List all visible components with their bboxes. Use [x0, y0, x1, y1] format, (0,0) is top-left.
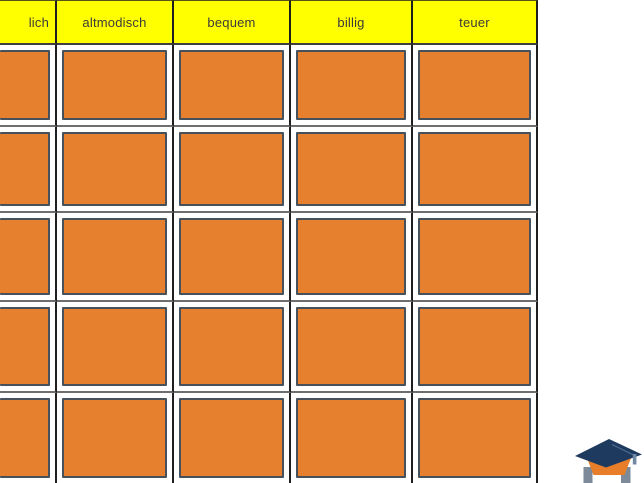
word-card[interactable]: [296, 398, 406, 478]
grid-cell: [0, 127, 57, 213]
word-card[interactable]: [418, 218, 531, 295]
word-card[interactable]: [0, 307, 50, 386]
word-card[interactable]: [418, 398, 531, 478]
word-card[interactable]: [418, 132, 531, 206]
word-card[interactable]: [0, 218, 50, 295]
grid-cell: [413, 213, 538, 302]
logo-right-leg: [621, 467, 631, 483]
word-card[interactable]: [62, 398, 167, 478]
word-card[interactable]: [62, 218, 167, 295]
grid-cell: [174, 127, 291, 213]
word-card[interactable]: [179, 132, 284, 206]
grid-cell: [174, 213, 291, 302]
column-header-label: billig: [337, 14, 365, 30]
grid-cell: [0, 393, 57, 483]
grid-cell: [57, 302, 174, 393]
column-header-altmodisch: altmodisch: [57, 0, 174, 45]
grid-cell: [413, 45, 538, 127]
column-header-lich: lich: [0, 0, 57, 45]
grid-cell: [0, 45, 57, 127]
vocab-grid: lich altmodisch bequem billig teuer: [0, 0, 538, 483]
column-header-billig: billig: [291, 0, 413, 45]
grid-cell: [413, 393, 538, 483]
word-card[interactable]: [418, 50, 531, 120]
word-card[interactable]: [296, 50, 406, 120]
grid-cell: [291, 302, 413, 393]
word-card[interactable]: [296, 218, 406, 295]
column-header-label: lich: [28, 14, 49, 30]
logo-tassel-cord: [611, 444, 634, 456]
word-card[interactable]: [296, 307, 406, 386]
logo-cap-board: [575, 439, 642, 468]
grid-cell: [291, 213, 413, 302]
grid-cell: [57, 213, 174, 302]
word-card[interactable]: [179, 398, 284, 478]
word-card[interactable]: [62, 50, 167, 120]
word-card[interactable]: [0, 398, 50, 478]
grid-cell: [291, 45, 413, 127]
grid-cell: [174, 302, 291, 393]
grid-cell: [413, 302, 538, 393]
word-card[interactable]: [179, 307, 284, 386]
logo-tassel: [632, 454, 637, 465]
column-header-bequem: bequem: [174, 0, 291, 45]
word-card[interactable]: [62, 307, 167, 386]
grid-cell: [291, 393, 413, 483]
grid-cell: [174, 393, 291, 483]
grid-cell: [0, 302, 57, 393]
column-header-label: bequem: [207, 14, 256, 30]
grid-cell: [57, 45, 174, 127]
grid-cell: [291, 127, 413, 213]
grid-cell: [0, 213, 57, 302]
grid-cell: [57, 127, 174, 213]
column-header-label: altmodisch: [82, 14, 147, 30]
grid-cell: [413, 127, 538, 213]
graduation-cap-logo: [575, 439, 642, 483]
word-card[interactable]: [0, 132, 50, 206]
word-card[interactable]: [179, 50, 284, 120]
word-card[interactable]: [62, 132, 167, 206]
word-card[interactable]: [0, 50, 50, 120]
grid-cell: [57, 393, 174, 483]
column-header-teuer: teuer: [413, 0, 538, 45]
logo-left-leg: [583, 467, 593, 483]
column-header-label: teuer: [459, 14, 490, 30]
word-card[interactable]: [418, 307, 531, 386]
grid-cell: [174, 45, 291, 127]
word-card[interactable]: [179, 218, 284, 295]
word-card[interactable]: [296, 132, 406, 206]
